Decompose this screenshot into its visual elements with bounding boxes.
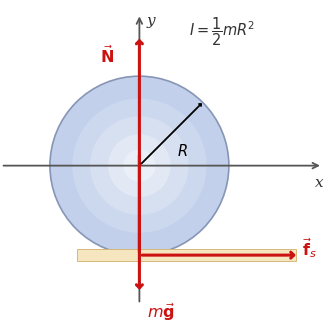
Text: $\vec{\mathbf{N}}$: $\vec{\mathbf{N}}$: [100, 46, 114, 67]
Circle shape: [108, 134, 171, 197]
Circle shape: [123, 149, 155, 182]
Text: $R$: $R$: [177, 143, 188, 159]
Text: $\vec{\mathbf{f}}_s$: $\vec{\mathbf{f}}_s$: [302, 236, 317, 260]
Bar: [77, 249, 296, 261]
Circle shape: [90, 116, 189, 215]
Text: x: x: [315, 176, 324, 190]
Text: y: y: [147, 14, 155, 28]
Text: $I = \dfrac{1}{2}mR^2$: $I = \dfrac{1}{2}mR^2$: [189, 15, 255, 48]
Circle shape: [50, 76, 229, 255]
Text: $m\vec{\mathbf{g}}$: $m\vec{\mathbf{g}}$: [147, 301, 175, 323]
Circle shape: [72, 98, 207, 233]
